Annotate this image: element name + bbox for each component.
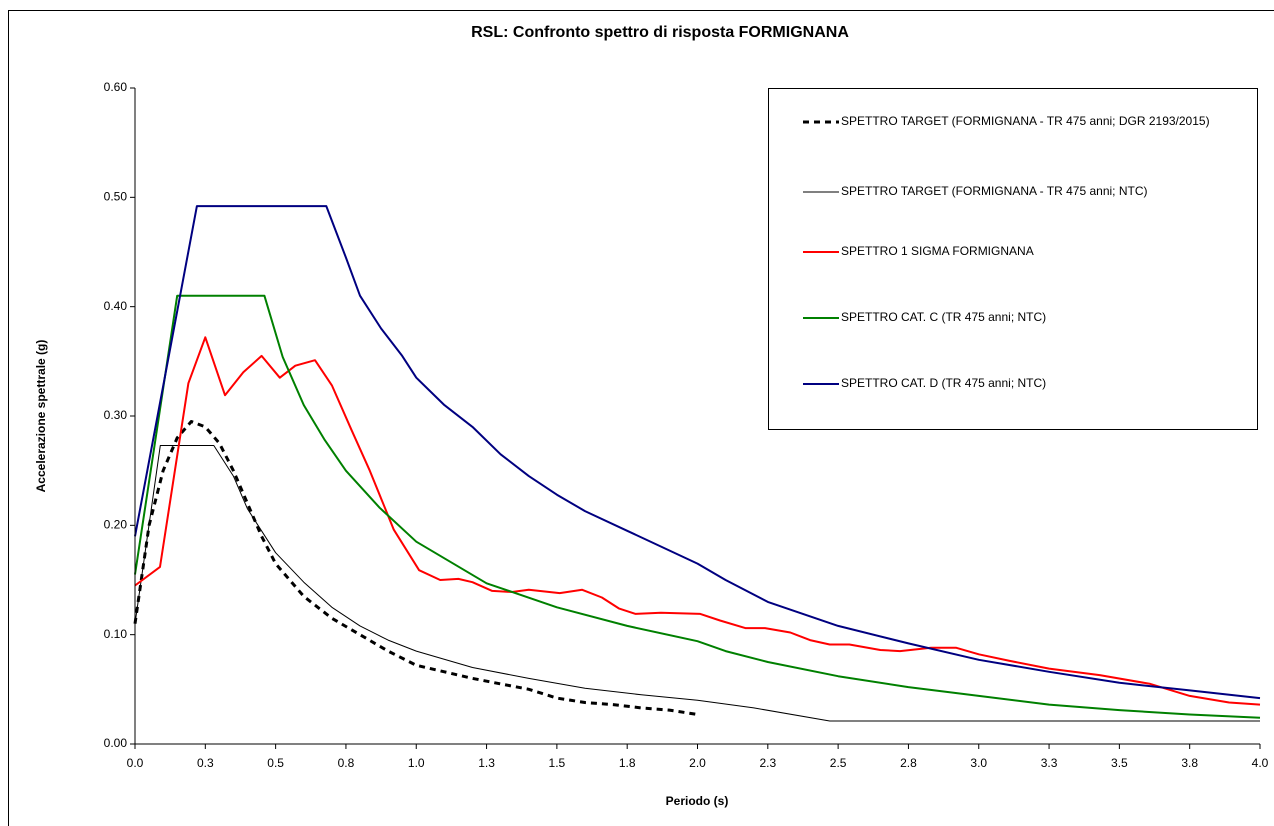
x-tick-label: 1.5 — [549, 756, 566, 770]
x-axis-label: Periodo (s) — [666, 794, 729, 808]
legend: SPETTRO TARGET (FORMIGNANA - TR 475 anni… — [768, 88, 1258, 430]
x-tick-label: 0.0 — [127, 756, 144, 770]
x-tick-label: 4.0 — [1252, 756, 1269, 770]
x-tick-label: 0.5 — [267, 756, 284, 770]
legend-label: SPETTRO CAT. C (TR 475 anni; NTC) — [841, 310, 1047, 324]
y-axis-label: Accelerazione spettrale (g) — [34, 340, 48, 493]
x-tick-label: 1.0 — [408, 756, 425, 770]
legend-item: SPETTRO 1 SIGMA FORMIGNANA — [801, 241, 1251, 262]
legend-label: SPETTRO TARGET (FORMIGNANA - TR 475 anni… — [841, 184, 1148, 198]
x-tick-label: 0.3 — [197, 756, 214, 770]
legend-swatch — [803, 251, 839, 253]
x-tick-label: 3.8 — [1181, 756, 1198, 770]
x-tick-label: 3.5 — [1111, 756, 1128, 770]
x-tick-label: 2.8 — [900, 756, 917, 770]
series-line — [134, 336, 1261, 706]
x-tick-label: 2.3 — [759, 756, 776, 770]
x-tick-label: 0.8 — [338, 756, 355, 770]
x-tick-label: 3.3 — [1041, 756, 1058, 770]
legend-item: SPETTRO CAT. D (TR 475 anni; NTC) — [801, 373, 1251, 394]
legend-label: SPETTRO 1 SIGMA FORMIGNANA — [841, 244, 1034, 258]
series-line — [133, 420, 698, 716]
legend-swatch — [803, 191, 839, 193]
legend-swatch — [803, 383, 839, 385]
series-line — [134, 205, 1261, 700]
series-line — [134, 445, 1260, 722]
legend-item: SPETTRO TARGET (FORMIGNANA - TR 475 anni… — [801, 111, 1251, 132]
chart-title: RSL: Confronto spettro di risposta FORMI… — [471, 24, 849, 41]
x-tick-label: 2.5 — [830, 756, 847, 770]
y-tick-label: 0.20 — [104, 518, 128, 532]
legend-label: SPETTRO TARGET (FORMIGNANA - TR 475 anni… — [841, 114, 1210, 128]
legend-swatch — [803, 120, 839, 124]
series-line — [134, 294, 1261, 719]
y-tick-label: 0.50 — [104, 190, 128, 204]
x-tick-label: 1.3 — [478, 756, 495, 770]
x-tick-label: 1.8 — [619, 756, 636, 770]
x-tick-label: 3.0 — [970, 756, 987, 770]
y-tick-label: 0.60 — [104, 80, 128, 94]
x-tick-label: 2.0 — [689, 756, 706, 770]
legend-swatch — [803, 317, 839, 319]
y-tick-label: 0.30 — [104, 408, 128, 422]
y-tick-label: 0.10 — [104, 627, 128, 641]
chart-frame — [8, 10, 1274, 826]
y-tick-label: 0.00 — [104, 736, 128, 750]
legend-label: SPETTRO CAT. D (TR 475 anni; NTC) — [841, 376, 1047, 390]
legend-item: SPETTRO CAT. C (TR 475 anni; NTC) — [801, 307, 1251, 328]
y-tick-label: 0.40 — [104, 299, 128, 313]
legend-item: SPETTRO TARGET (FORMIGNANA - TR 475 anni… — [801, 181, 1251, 202]
